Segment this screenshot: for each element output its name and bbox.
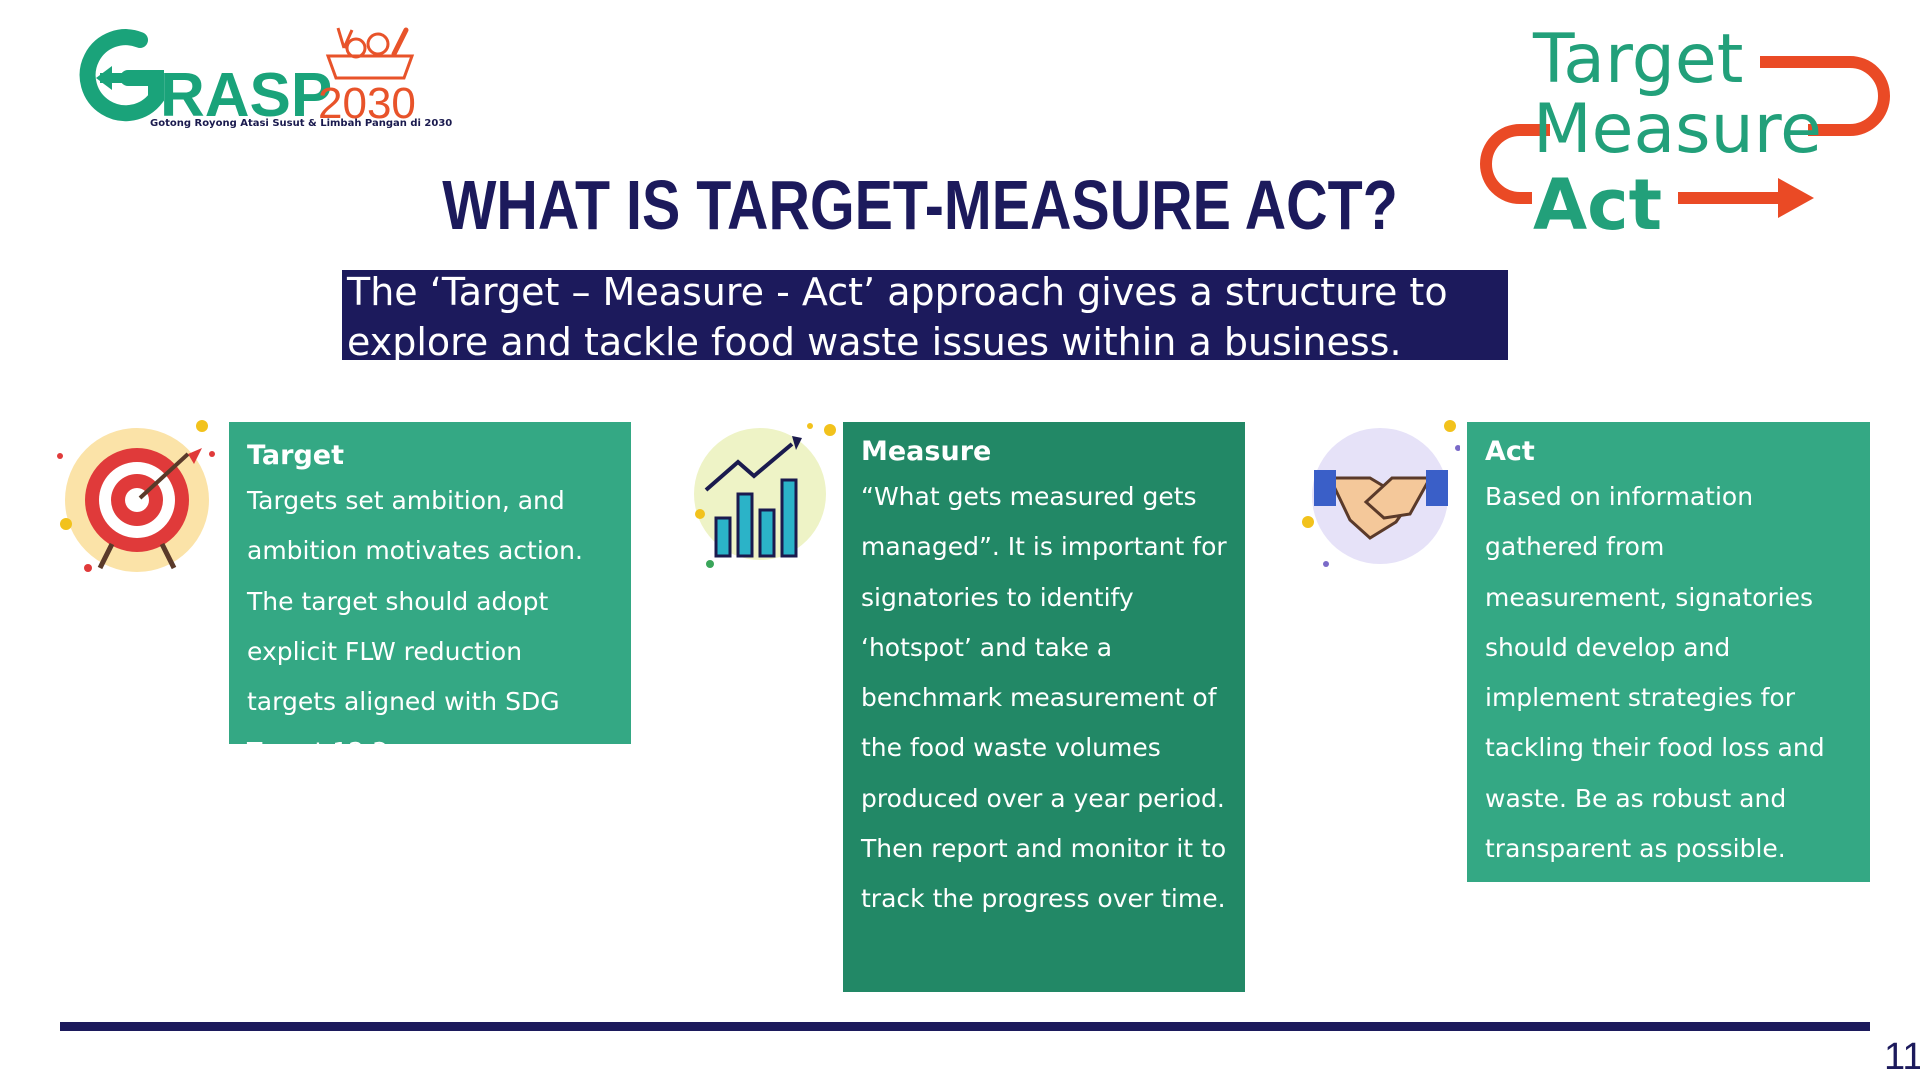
- page-title: WHAT IS TARGET-MEASURE ACT?: [442, 166, 1398, 244]
- subtitle-text: The ‘Target – Measure - Act’ approach gi…: [347, 270, 1448, 364]
- tma-measure-word: Measure: [1533, 90, 1822, 169]
- svg-text:RASP: RASP: [160, 61, 332, 130]
- target-measure-act-arrow-graphic: [1480, 56, 1890, 218]
- footer-divider: [60, 1022, 1870, 1031]
- target-card: Target Targets set ambition, and ambitio…: [229, 422, 631, 766]
- act-card: Act Based on information gathered from m…: [1467, 422, 1870, 882]
- logo-tagline: Gotong Royong Atasi Susut & Limbah Panga…: [150, 118, 453, 129]
- page-number: 11: [1884, 1036, 1920, 1078]
- target-card-title: Target: [247, 440, 345, 471]
- tma-act-word: Act: [1533, 164, 1663, 246]
- svg-text:2030: 2030: [318, 79, 416, 128]
- act-card-body: Based on information gathered from measu…: [1485, 482, 1825, 864]
- measure-card-title: Measure: [861, 436, 992, 467]
- measure-card-body: “What gets measured gets managed”. It is…: [861, 482, 1227, 914]
- target-card-body: Targets set ambition, and ambition motiv…: [247, 486, 583, 767]
- grasp2030-logo: RASP 2030: [60, 18, 430, 138]
- handshake-icon: [1302, 420, 1460, 567]
- measure-card: Measure “What gets measured gets managed…: [843, 422, 1245, 992]
- tma-target-word: Target: [1533, 20, 1744, 99]
- subtitle-band: [342, 270, 1508, 360]
- bar-chart-growth-icon: [694, 423, 836, 568]
- target-dartboard-icon: [57, 420, 215, 572]
- act-card-title: Act: [1485, 436, 1535, 467]
